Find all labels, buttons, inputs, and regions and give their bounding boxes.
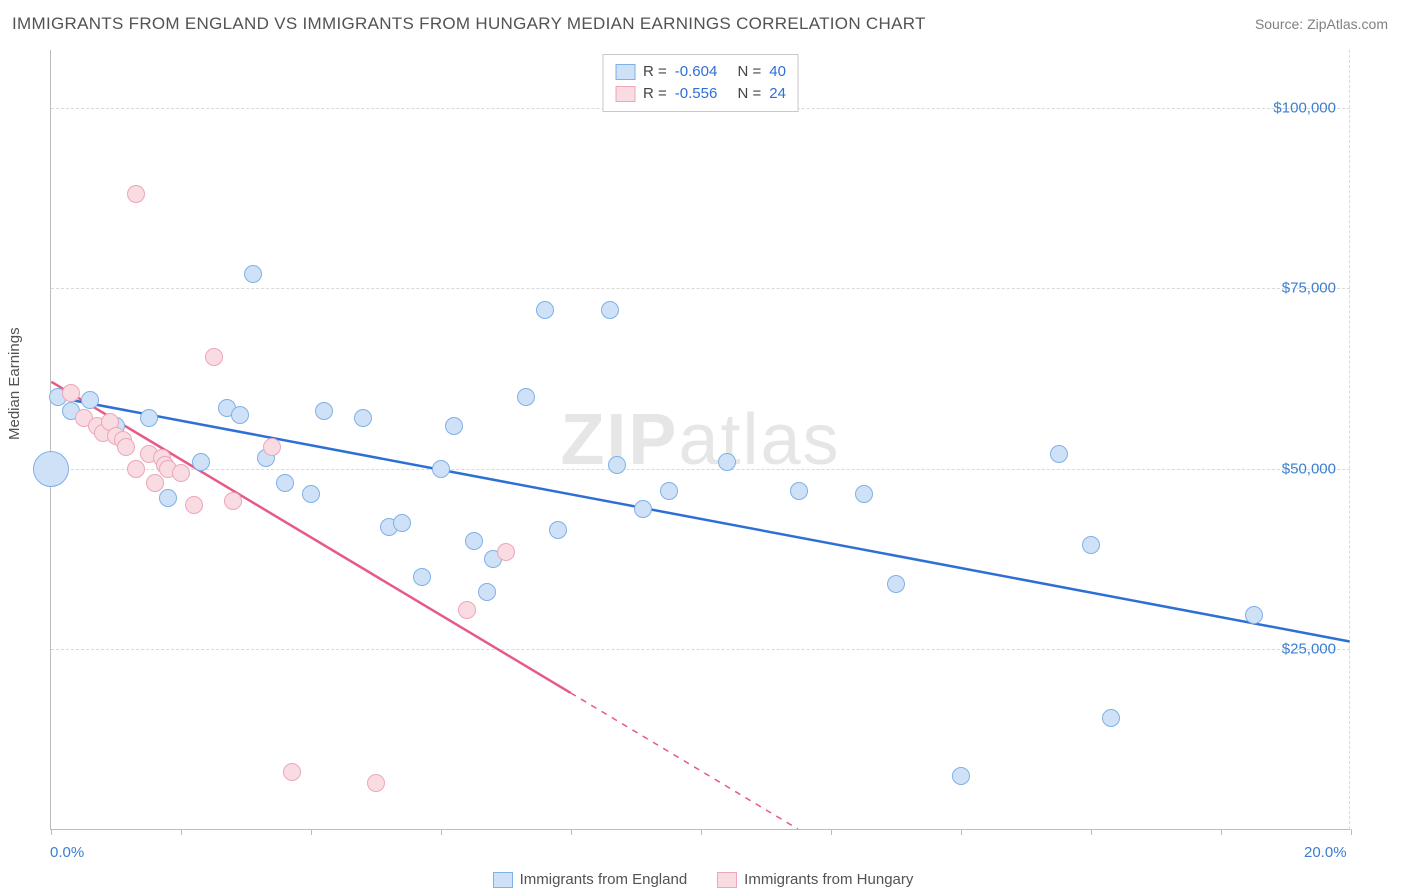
legend-n-prefix: N = xyxy=(738,61,762,83)
gridline xyxy=(51,288,1350,289)
scatter-point xyxy=(302,485,320,503)
legend-swatch-england xyxy=(615,64,635,80)
legend-swatch-icon xyxy=(717,872,737,888)
scatter-point xyxy=(1245,606,1263,624)
legend-n-hungary: 24 xyxy=(769,83,786,105)
legend-label-hungary: Immigrants from Hungary xyxy=(744,871,913,888)
legend-item-england: Immigrants from England xyxy=(493,871,688,888)
x-tick-min: 0.0% xyxy=(50,844,84,861)
scatter-point xyxy=(458,601,476,619)
x-tick xyxy=(961,829,962,835)
y-tick-label: $75,000 xyxy=(1282,280,1336,297)
scatter-point xyxy=(549,521,567,539)
scatter-point xyxy=(445,417,463,435)
x-tick xyxy=(571,829,572,835)
scatter-point xyxy=(283,763,301,781)
y-axis-label: Median Earnings xyxy=(6,327,23,440)
legend-r-prefix-2: R = xyxy=(643,83,667,105)
chart-right-border xyxy=(1349,50,1350,829)
scatter-point xyxy=(634,500,652,518)
legend-n-england: 40 xyxy=(769,61,786,83)
scatter-point xyxy=(185,496,203,514)
scatter-point xyxy=(497,543,515,561)
x-tick xyxy=(441,829,442,835)
scatter-point xyxy=(81,391,99,409)
legend-item-hungary: Immigrants from Hungary xyxy=(717,871,913,888)
scatter-point xyxy=(354,409,372,427)
scatter-point xyxy=(263,438,281,456)
scatter-point xyxy=(244,265,262,283)
scatter-point xyxy=(536,301,554,319)
scatter-point xyxy=(660,482,678,500)
chart-title: IMMIGRANTS FROM ENGLAND VS IMMIGRANTS FR… xyxy=(12,14,926,34)
scatter-point xyxy=(33,451,69,487)
x-tick xyxy=(701,829,702,835)
legend-swatch-icon xyxy=(493,872,513,888)
scatter-point xyxy=(608,456,626,474)
scatter-point xyxy=(887,575,905,593)
scatter-point xyxy=(231,406,249,424)
correlation-legend: R = -0.604 N = 40 R = -0.556 N = 24 xyxy=(602,54,799,112)
scatter-point xyxy=(413,568,431,586)
scatter-point xyxy=(601,301,619,319)
x-tick xyxy=(831,829,832,835)
watermark-rest: atlas xyxy=(678,400,840,480)
scatter-point xyxy=(855,485,873,503)
series-legend: Immigrants from England Immigrants from … xyxy=(0,871,1406,888)
scatter-point xyxy=(718,453,736,471)
gridline xyxy=(51,649,1350,650)
scatter-point xyxy=(140,409,158,427)
y-tick-label: $25,000 xyxy=(1282,641,1336,658)
scatter-point xyxy=(1050,445,1068,463)
scatter-point xyxy=(127,185,145,203)
x-tick xyxy=(1351,829,1352,835)
scatter-point xyxy=(117,438,135,456)
legend-n-prefix-2: N = xyxy=(738,83,762,105)
scatter-point xyxy=(146,474,164,492)
scatter-point xyxy=(393,514,411,532)
legend-r-england: -0.604 xyxy=(675,61,718,83)
legend-swatch-hungary xyxy=(615,86,635,102)
x-tick xyxy=(51,829,52,835)
scatter-point xyxy=(790,482,808,500)
scatter-point xyxy=(1082,536,1100,554)
scatter-point xyxy=(315,402,333,420)
trend-lines-layer xyxy=(51,50,1350,829)
scatter-point xyxy=(159,489,177,507)
chart-plot-area: ZIPatlas R = -0.604 N = 40 R = -0.556 N … xyxy=(50,50,1350,830)
scatter-point xyxy=(205,348,223,366)
source-label: Source: ZipAtlas.com xyxy=(1255,16,1388,32)
y-tick-label: $100,000 xyxy=(1273,99,1336,116)
legend-label-england: Immigrants from England xyxy=(520,871,688,888)
x-tick-max: 20.0% xyxy=(1304,844,1347,861)
scatter-point xyxy=(172,464,190,482)
legend-row-england: R = -0.604 N = 40 xyxy=(615,61,786,83)
legend-r-prefix: R = xyxy=(643,61,667,83)
scatter-point xyxy=(192,453,210,471)
x-tick xyxy=(181,829,182,835)
scatter-point xyxy=(952,767,970,785)
scatter-point xyxy=(432,460,450,478)
x-tick xyxy=(1091,829,1092,835)
gridline xyxy=(51,469,1350,470)
y-tick-label: $50,000 xyxy=(1282,460,1336,477)
scatter-point xyxy=(465,532,483,550)
scatter-point xyxy=(367,774,385,792)
scatter-point xyxy=(276,474,294,492)
scatter-point xyxy=(517,388,535,406)
scatter-point xyxy=(62,384,80,402)
legend-row-hungary: R = -0.556 N = 24 xyxy=(615,83,786,105)
x-tick xyxy=(1221,829,1222,835)
scatter-point xyxy=(1102,709,1120,727)
scatter-point xyxy=(224,492,242,510)
scatter-point xyxy=(478,583,496,601)
x-tick xyxy=(311,829,312,835)
scatter-point xyxy=(127,460,145,478)
legend-r-hungary: -0.556 xyxy=(675,83,718,105)
